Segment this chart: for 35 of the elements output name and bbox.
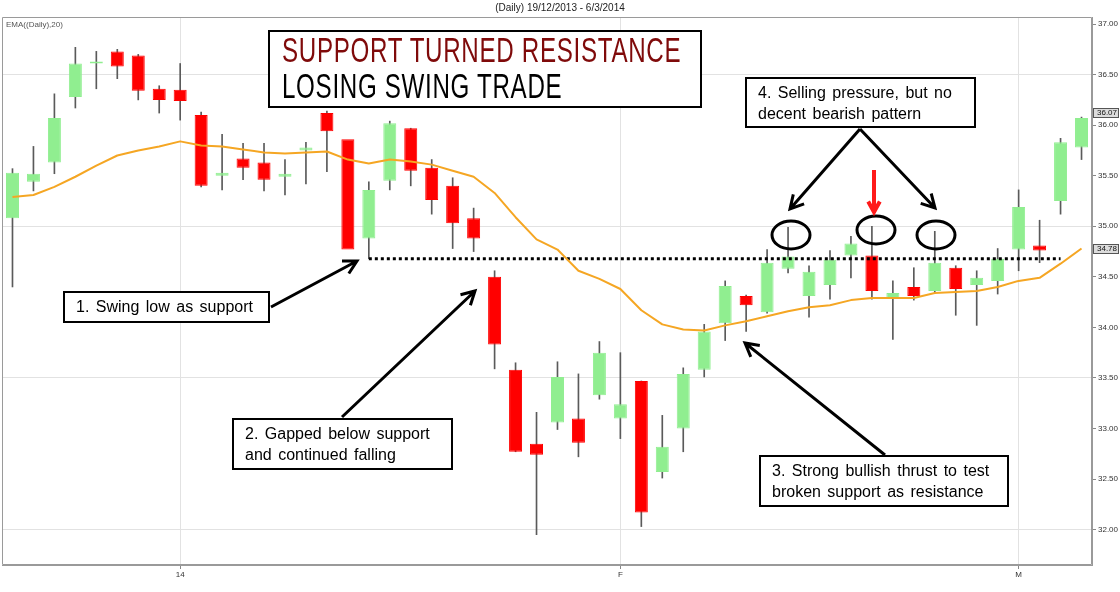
text: (Daily) 19/12/2013 - 6/3/2014 (494, 2, 626, 14)
title-box: SUPPORT TURNED RESISTANCE LOSING SWING TRADE (268, 30, 702, 108)
y-tick-label: 33.50 (1098, 373, 1119, 383)
annotation: 4. Selling pressure, but no decent bearish pattern (758, 83, 953, 124)
y-tick-label: 34.50 (1098, 272, 1119, 282)
y-tick-label: 37.00 (1098, 19, 1119, 29)
candlestick (886, 280, 900, 340)
y-tick-label: 35.50 (1098, 170, 1119, 180)
candlestick (970, 270, 984, 326)
annotation: 2. Gapped below support and continued falling (245, 424, 431, 465)
y-tick-label: 34.00 (1098, 322, 1119, 332)
x-tick-label: F (617, 570, 623, 579)
y-tick-label: 33.00 (1098, 423, 1119, 433)
annotation: 1. Swing low as support (76, 297, 254, 317)
candlestick (215, 133, 229, 191)
text: EMA((Daily),20) (6, 20, 64, 30)
callout-box: 4. Selling pressure, but no decent bearish pattern (745, 77, 976, 128)
callout-box: 3. Strong bullish thrust to test broken support as resistance (759, 455, 1009, 507)
annotation: 3. Strong bullish thrust to test broken support as resistance (772, 461, 991, 502)
y-tick-label: 36.50 (1098, 69, 1119, 79)
candlestick (173, 63, 187, 121)
candlestick (341, 139, 355, 250)
candlestick (278, 159, 292, 196)
y-tick-label: 32.50 (1098, 474, 1119, 484)
text: 36.07 (1093, 108, 1119, 118)
y-tick-label: 32.00 (1098, 524, 1119, 534)
text: 34.78 (1093, 244, 1119, 254)
x-tick-label: 14 (175, 570, 186, 579)
callout-box: 2. Gapped below support and continued falling (232, 418, 453, 470)
y-tick-label: 35.00 (1098, 221, 1119, 231)
callout-box: 1. Swing low as support (63, 291, 270, 323)
candlestick (299, 142, 313, 185)
x-tick-label: M (1015, 570, 1023, 579)
chart-title: SUPPORT TURNED RESISTANCE (282, 30, 682, 69)
y-tick-label: 36.00 (1098, 120, 1119, 130)
